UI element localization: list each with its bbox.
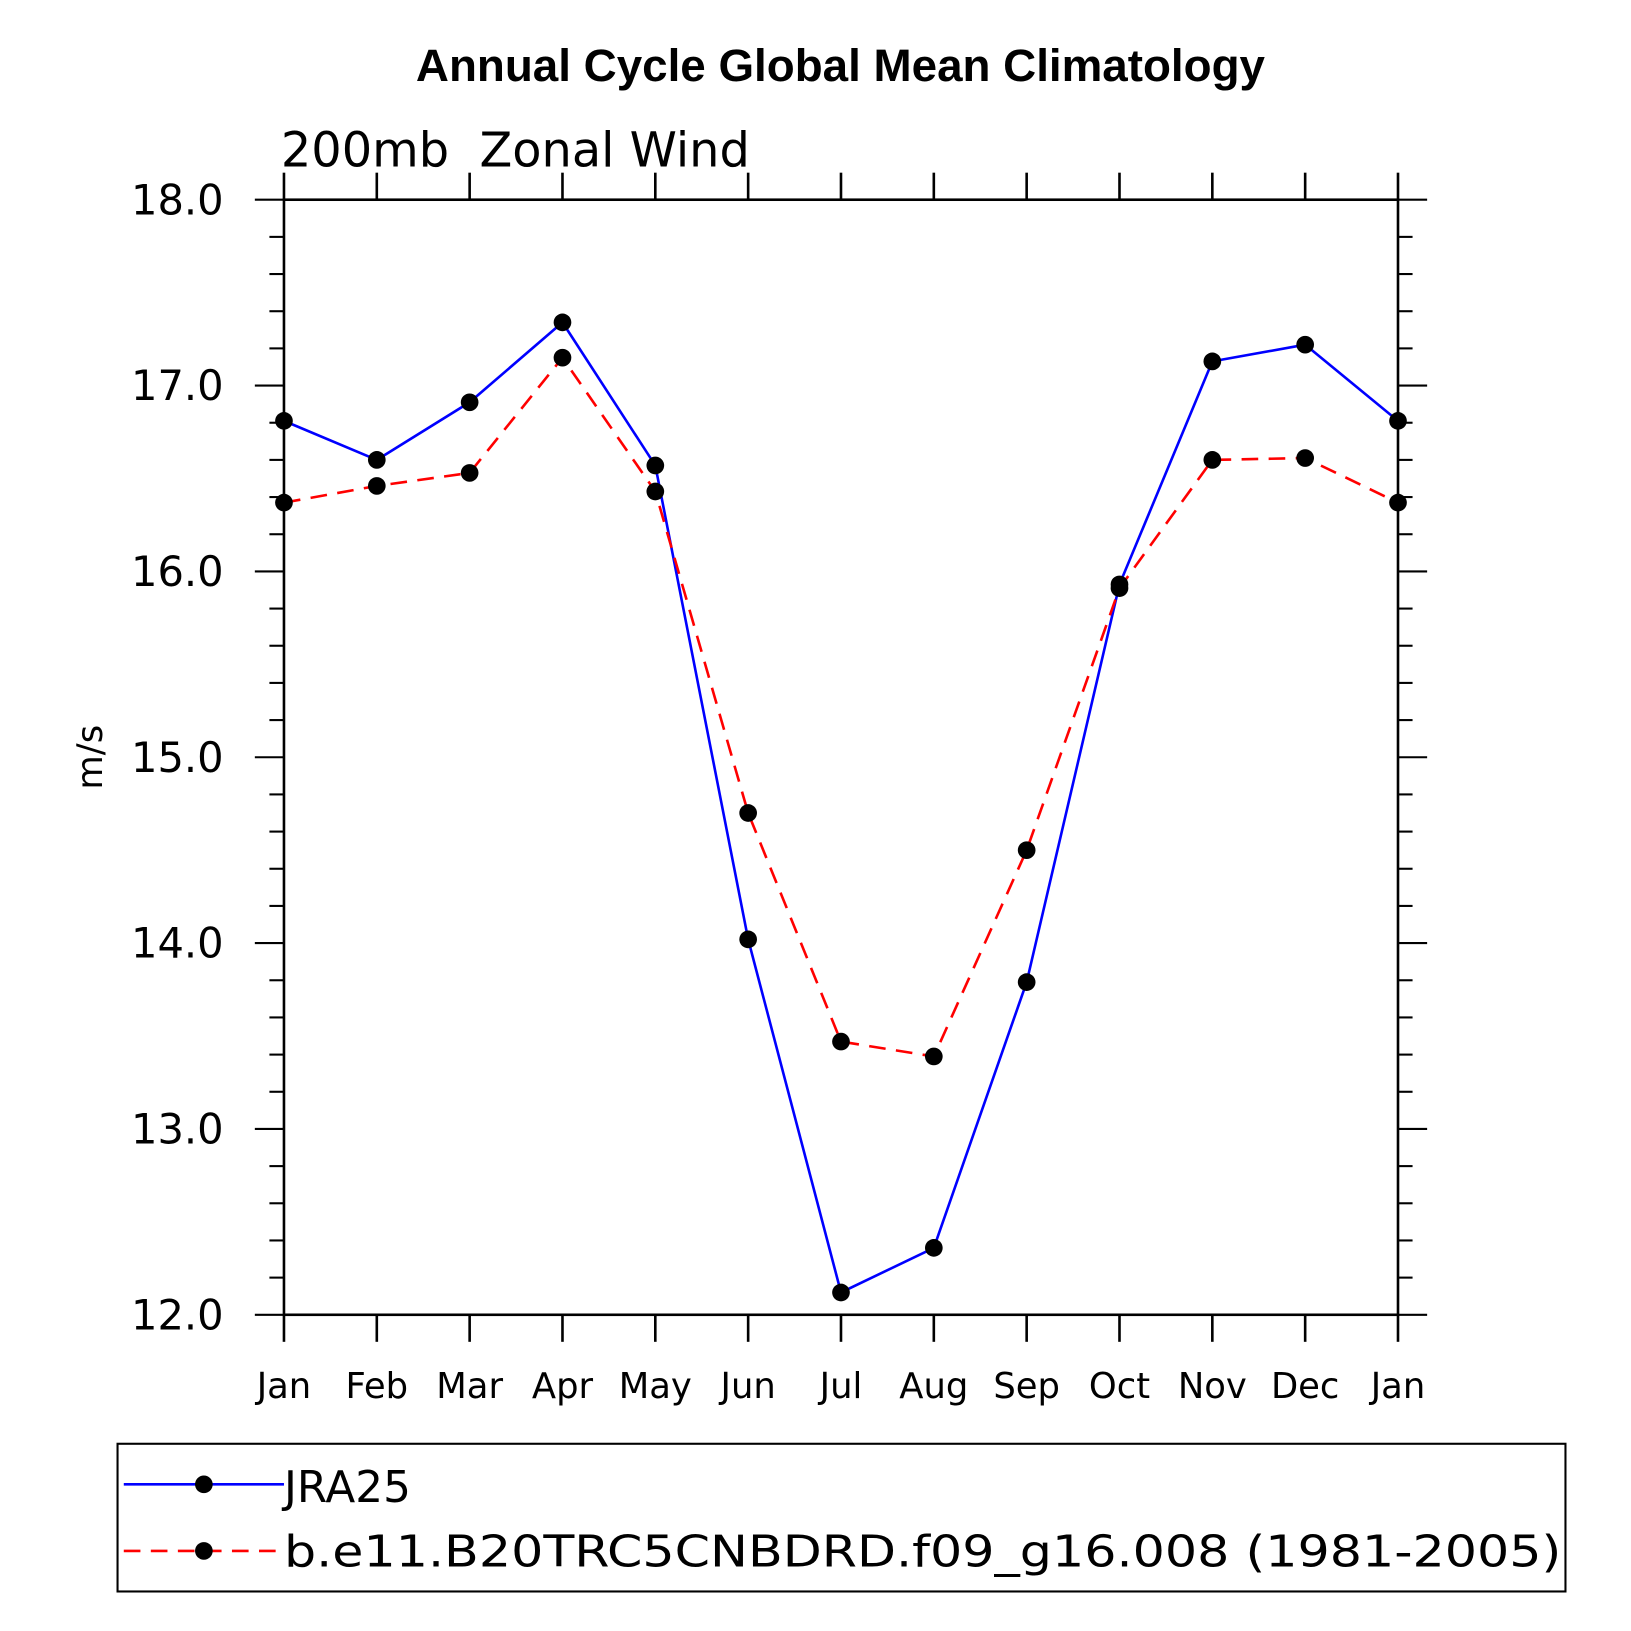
x-tick-label: Aug bbox=[899, 1366, 968, 1407]
x-tick-label: Jun bbox=[719, 1366, 776, 1407]
data-point-series-1 bbox=[646, 482, 665, 501]
x-tick-label: Jul bbox=[818, 1366, 863, 1407]
data-point-series-0 bbox=[367, 451, 386, 469]
legend-box bbox=[116, 1442, 1567, 1593]
data-point-series-1 bbox=[924, 1047, 943, 1066]
data-point-series-1 bbox=[1203, 451, 1222, 469]
legend: JRA25 b.e11.B20TRC5CNBDRD.f09_g16.008 (1… bbox=[116, 1442, 1567, 1593]
data-point-series-1 bbox=[1110, 579, 1129, 597]
data-point-series-1 bbox=[460, 464, 479, 482]
data-point-series-0 bbox=[646, 456, 665, 475]
data-point-series-0 bbox=[832, 1283, 850, 1302]
data-point-series-1 bbox=[553, 348, 572, 367]
x-tick-label: Sep bbox=[993, 1366, 1060, 1407]
legend-marker-model bbox=[195, 1542, 213, 1560]
data-point-series-0 bbox=[1296, 335, 1315, 354]
data-point-series-0 bbox=[1017, 973, 1036, 991]
y-tick-label: 12.0 bbox=[131, 1290, 224, 1339]
data-point-series-1 bbox=[832, 1032, 850, 1051]
chart-subtitle: 200mb Zonal Wind bbox=[281, 123, 750, 178]
x-tick-label: Nov bbox=[1178, 1366, 1247, 1407]
data-point-series-0 bbox=[1203, 352, 1222, 371]
data-point-series-1 bbox=[1017, 841, 1036, 860]
data-point-series-0 bbox=[275, 412, 293, 430]
data-point-series-1 bbox=[275, 493, 293, 512]
legend-marker-jra25 bbox=[195, 1475, 213, 1494]
legend-label-jra25: JRA25 bbox=[281, 1462, 411, 1513]
data-point-series-0 bbox=[553, 313, 572, 332]
x-tick-label: Feb bbox=[346, 1366, 409, 1407]
y-tick-label: 13.0 bbox=[131, 1105, 224, 1154]
y-tick-label: 14.0 bbox=[131, 919, 224, 968]
x-tick-label: Oct bbox=[1089, 1366, 1150, 1407]
plot-frame bbox=[282, 198, 1400, 1317]
x-tick-label: Mar bbox=[436, 1366, 503, 1407]
x-tick-label: Jan bbox=[1369, 1366, 1426, 1407]
data-point-series-1 bbox=[1389, 493, 1407, 512]
data-point-series-1 bbox=[1296, 449, 1315, 467]
data-point-series-1 bbox=[367, 477, 386, 495]
chart-title: Annual Cycle Global Mean Climatology bbox=[416, 40, 1266, 91]
data-point-series-0 bbox=[924, 1239, 943, 1257]
y-tick-label: 17.0 bbox=[131, 361, 224, 410]
series-line-0 bbox=[283, 320, 1399, 1295]
data-point-series-1 bbox=[739, 804, 757, 822]
y-tick-label: 16.0 bbox=[131, 547, 224, 596]
data-point-series-0 bbox=[460, 393, 479, 412]
x-tick-label: Jan bbox=[255, 1366, 312, 1407]
data-point-series-0 bbox=[739, 930, 757, 949]
y-axis-label: m/s bbox=[70, 725, 111, 790]
x-tick-label: May bbox=[619, 1366, 692, 1407]
x-tick-label: Dec bbox=[1271, 1366, 1339, 1407]
series-line-1 bbox=[283, 355, 1399, 1058]
y-tick-label: 18.0 bbox=[131, 175, 224, 224]
legend-label-model: b.e11.B20TRC5CNBDRD.f09_g16.008 (1981-20… bbox=[284, 1527, 1561, 1578]
data-point-series-0 bbox=[1389, 412, 1407, 430]
x-tick-label: Apr bbox=[532, 1366, 594, 1407]
y-tick-label: 15.0 bbox=[131, 733, 224, 782]
